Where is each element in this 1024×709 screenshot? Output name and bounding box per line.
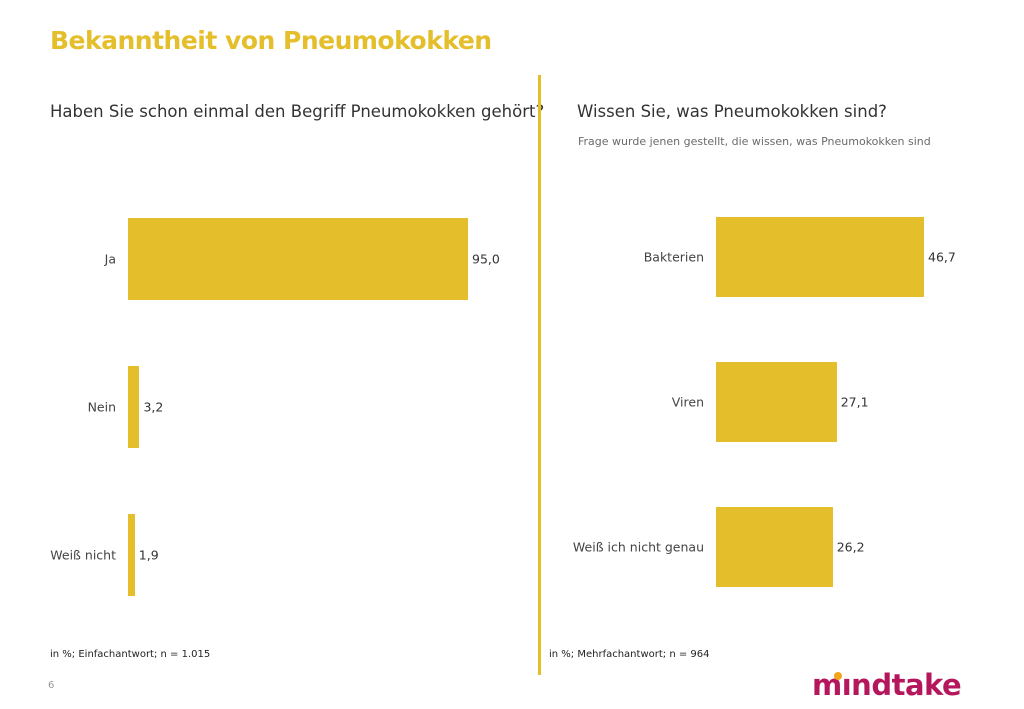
left-category-label: Weiß nicht — [50, 547, 116, 563]
right-category-label: Weiß ich nicht genau — [572, 539, 704, 555]
right-bar-2 — [716, 507, 833, 587]
right-category-label: Viren — [671, 394, 704, 410]
left-value-label: 95,0 — [472, 251, 500, 267]
right-subquestion: Frage wurde jenen gestellt, die wissen, … — [578, 135, 931, 148]
left-bar-1 — [128, 366, 140, 448]
brand-dot-icon — [834, 672, 842, 680]
right-question: Wissen Sie, was Pneumokokken sind? — [577, 102, 887, 121]
right-footnote: in %; Mehrfachantwort; n = 964 — [549, 649, 710, 660]
right-value-label: 27,1 — [840, 394, 869, 410]
left-category-label: Nein — [87, 399, 116, 415]
right-bar-1 — [716, 362, 837, 442]
left-value-label: 3,2 — [143, 399, 164, 415]
left-bar-2 — [128, 514, 135, 596]
page-title: Bekanntheit von Pneumokokken — [50, 26, 492, 55]
column-divider — [538, 75, 541, 675]
left-footnote: in %; Einfachantwort; n = 1.015 — [50, 649, 211, 660]
page-number: 6 — [48, 680, 55, 691]
right-value-label: 46,7 — [928, 249, 956, 265]
left-category-label: Ja — [104, 251, 116, 267]
left-bar-0 — [128, 218, 468, 300]
right-category-label: Bakterien — [643, 249, 704, 265]
left-value-label: 1,9 — [138, 547, 159, 563]
right-bar-0 — [716, 217, 924, 297]
brand-logo: mındtake — [812, 668, 962, 702]
right-value-label: 26,2 — [836, 539, 865, 555]
left-question: Haben Sie schon einmal den Begriff Pneum… — [50, 102, 545, 121]
